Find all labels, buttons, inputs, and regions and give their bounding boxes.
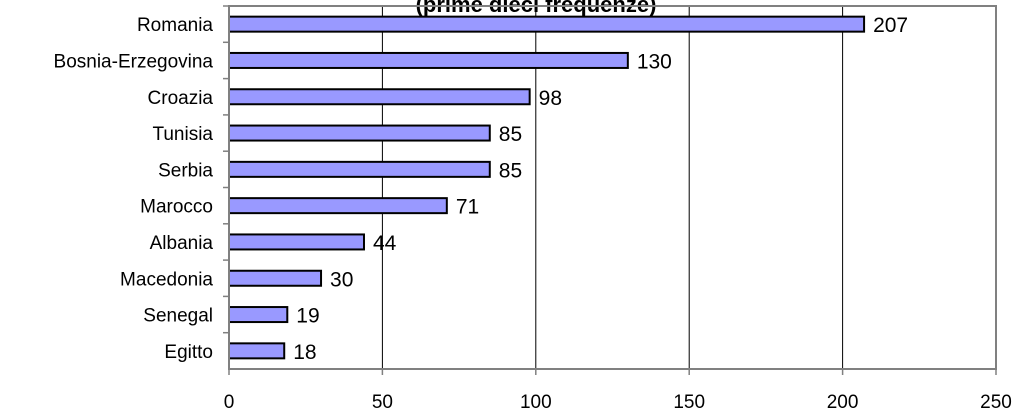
category-label: Macedonia (120, 269, 213, 290)
data-label: 30 (330, 268, 353, 291)
category-label: Tunisia (152, 124, 213, 145)
bar (228, 160, 491, 178)
x-tick-label: 50 (372, 392, 393, 412)
bar (228, 269, 323, 287)
bar (228, 197, 448, 215)
bars (228, 15, 866, 360)
category-label: Egitto (164, 342, 213, 363)
data-label: 207 (873, 14, 908, 37)
bar (228, 306, 289, 324)
data-label: 85 (499, 159, 522, 182)
bar (228, 124, 491, 142)
data-label: 18 (293, 341, 316, 364)
category-label: Romania (137, 15, 213, 36)
value-labels: 207 130 98 85 85 71 44 30 19 18 (293, 14, 908, 364)
x-tick-label: 150 (673, 392, 705, 412)
bar (228, 342, 286, 360)
x-tick-label: 200 (827, 392, 859, 412)
bar (228, 15, 866, 33)
data-label: 98 (539, 87, 562, 110)
category-label: Croazia (148, 88, 214, 109)
category-label: Bosnia-Erzegovina (54, 51, 214, 72)
bar (228, 51, 629, 69)
category-label: Serbia (158, 160, 213, 181)
category-label: Senegal (143, 306, 213, 327)
category-label: Albania (150, 233, 214, 254)
category-label: Marocco (140, 197, 213, 218)
x-tick-label: 100 (520, 392, 552, 412)
category-labels: Romania Bosnia-Erzegovina Croazia Tunisia Se… (54, 15, 214, 363)
x-tick-label: 0 (224, 392, 235, 412)
plot-area-border (228, 5, 997, 370)
data-label: 85 (499, 123, 522, 146)
data-label: 19 (296, 305, 319, 328)
x-tick-label: 250 (980, 392, 1012, 412)
plot-frame (223, 5, 997, 375)
data-label: 130 (637, 50, 672, 73)
data-label: 71 (456, 196, 479, 219)
bar (228, 88, 531, 106)
data-label: 44 (373, 232, 397, 255)
bar (228, 233, 365, 251)
x-tick-labels: 0 50 100 150 200 250 (224, 392, 1012, 412)
